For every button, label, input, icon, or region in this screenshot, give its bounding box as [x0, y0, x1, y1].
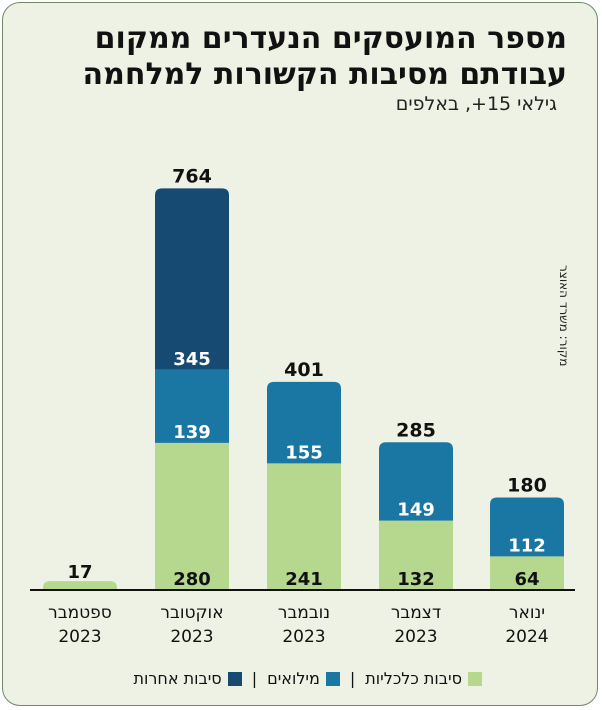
bar-segment-economic	[267, 463, 341, 590]
data-label-reserves: 139	[173, 422, 211, 443]
bar-segment-economic	[490, 556, 564, 590]
data-label-reserves: 112	[508, 535, 546, 556]
bar-segment-reserves	[155, 369, 229, 443]
chart-legend: סיבות כלכליות | מילואים | סיבות אחרות	[133, 669, 482, 688]
x-tick-label-year: 2023	[282, 627, 325, 647]
bar-segment-economic	[155, 442, 229, 590]
data-label-other: 345	[173, 349, 211, 370]
legend-label-other: סיבות אחרות	[133, 669, 222, 688]
total-label: 285	[396, 419, 436, 441]
bar-segment-other	[155, 188, 229, 370]
bar-segment-economic	[43, 581, 117, 590]
legend-swatch-other	[227, 671, 242, 686]
data-label-economic: 64	[514, 569, 539, 590]
legend-separator: |	[251, 669, 258, 688]
bar-segment-reserves	[490, 497, 564, 557]
data-label-reserves: 149	[397, 500, 435, 521]
data-label-economic: 280	[173, 569, 211, 590]
bar-segment-reserves	[379, 442, 453, 521]
legend-swatch-economic	[468, 671, 482, 686]
total-label: 764	[172, 165, 212, 187]
x-tick-label-month: נובמבר	[278, 603, 330, 623]
total-label: 401	[284, 359, 324, 381]
x-tick-label-year: 2024	[505, 627, 548, 647]
x-tick-label-year: 2023	[58, 627, 101, 647]
bar-segment-reserves	[267, 381, 341, 464]
chart-subtitle: גילאי 15+, באלפים	[395, 93, 557, 115]
bar-segment-economic	[379, 520, 453, 590]
chart-title: מספר המועסקים הנעדרים ממקום עבודתם מסיבו…	[82, 21, 567, 92]
data-label-reserves: 155	[285, 442, 323, 463]
data-label-economic: 241	[285, 569, 323, 590]
data-label-economic: 132	[397, 569, 435, 590]
x-tick-label-year: 2023	[170, 627, 213, 647]
legend-separator: |	[349, 669, 356, 688]
legend-label-reserves: מילואים	[267, 669, 320, 688]
x-tick-label-month: אוקטובר	[160, 603, 223, 623]
legend-label-economic: סיבות כלכליות	[365, 669, 462, 688]
x-tick-label-month: דצמבר	[391, 603, 441, 623]
total-label: 180	[507, 474, 547, 496]
data-label-economic: 17	[67, 562, 92, 583]
legend-swatch-reserves	[325, 671, 340, 686]
x-tick-label-month: ינואר	[509, 603, 545, 623]
x-tick-label-month: ספטמבר	[48, 603, 112, 623]
x-tick-label-year: 2023	[394, 627, 437, 647]
